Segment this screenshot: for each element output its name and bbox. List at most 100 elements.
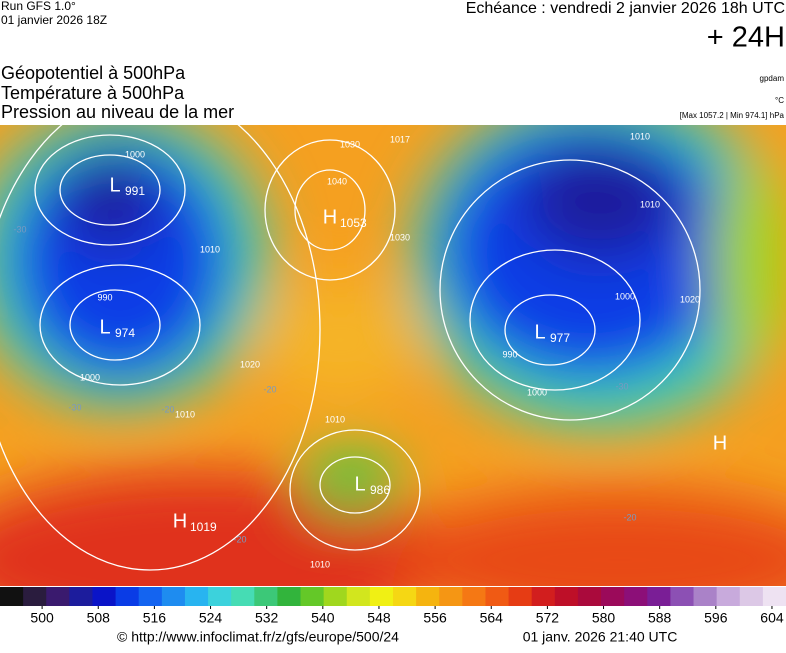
colorbar-cell (439, 587, 463, 606)
colorbar-label: 532 (255, 610, 279, 626)
unit: gpdam (760, 74, 785, 83)
colorbar-cell (323, 587, 348, 606)
temp-label: -20 (233, 534, 246, 544)
run-date: 01 janvier 2026 18Z (1, 13, 107, 27)
temp-label: -30 (13, 224, 26, 234)
isobar-label: 1000 (615, 291, 635, 301)
colorbar-label: 556 (423, 610, 447, 626)
colorbar-label: 524 (199, 610, 223, 626)
isobar-label: 990 (502, 349, 517, 359)
field: Température à 500hPa (1, 83, 185, 103)
isobar-label: 1017 (390, 134, 410, 144)
isobar-label: 990 (97, 292, 112, 302)
unit: °C (775, 96, 784, 105)
center-symbol: H (173, 510, 187, 532)
colorbar-cell (0, 587, 24, 606)
temp-label: -20 (623, 512, 636, 522)
colorbar-cell (369, 587, 394, 606)
colorbar-cell (577, 587, 602, 606)
center-pressure: 986 (370, 483, 390, 497)
colorbar-cell (739, 587, 764, 606)
colorbar-cell (92, 587, 117, 606)
isobar-label: 1010 (325, 414, 345, 424)
center-symbol: L (354, 473, 365, 495)
colorbar-label: 508 (87, 610, 111, 626)
colorbar-cell (254, 587, 278, 606)
colorbar-cell (23, 587, 47, 606)
colorbar-cell (115, 587, 140, 606)
colorbar-cell (393, 587, 417, 606)
isobar-label: 1030 (340, 139, 360, 149)
field: Géopotentiel à 500hPa (1, 63, 186, 83)
isobar-label: 1040 (327, 176, 347, 186)
colorbar-cell (231, 587, 255, 606)
temp-label: -20 (263, 384, 276, 394)
isobar-label: 1010 (640, 199, 660, 209)
colorbar-cell (624, 587, 648, 606)
isobar-label: 1000 (125, 149, 145, 159)
colorbar-cell (762, 587, 786, 606)
colorbar-label: 500 (30, 610, 54, 626)
colorbar-cell (46, 587, 70, 606)
footer-date: 01 janv. 2026 21:40 UTC (523, 629, 678, 645)
map (0, 125, 786, 586)
colorbar-label: 540 (311, 610, 335, 626)
colorbar-cell (554, 587, 579, 606)
isobar-label: 1030 (390, 232, 410, 242)
center-pressure: 977 (550, 331, 570, 345)
colorbar-cell (161, 587, 186, 606)
colorbar-cell (647, 587, 671, 606)
colorbar-cell (462, 587, 486, 606)
colorbar-cell (300, 587, 325, 606)
center-pressure: 1053 (340, 216, 367, 230)
colorbar-label: 564 (480, 610, 504, 626)
isobar-label: 1010 (200, 244, 220, 254)
lead-time: + 24H (707, 22, 785, 54)
colorbar-cell (485, 587, 510, 606)
center-pressure: 1019 (190, 520, 217, 534)
center-pressure: 991 (125, 184, 145, 198)
center-symbol: H (323, 206, 337, 228)
colorbar-label: 604 (760, 610, 784, 626)
isobar-label: 1010 (630, 131, 650, 141)
isobar-label: 1000 (80, 372, 100, 382)
center-pressure: 974 (115, 326, 135, 340)
center-symbol: L (109, 174, 120, 196)
footer-url: © http://www.infoclimat.fr/z/gfs/europe/… (117, 629, 399, 645)
colorbar-cell (277, 587, 302, 606)
temp-label: -30 (68, 402, 81, 412)
colorbar-label: 580 (592, 610, 616, 626)
isobar-label: 1020 (240, 359, 260, 369)
colorbar-label: 516 (143, 610, 167, 626)
colorbar-cell (716, 587, 741, 606)
colorbar-label: 588 (648, 610, 672, 626)
center-symbol: L (534, 321, 545, 343)
temp-label: -30 (615, 381, 628, 391)
isobar-label: 1010 (310, 559, 330, 569)
colorbar-cell (69, 587, 93, 606)
colorbar-label: 596 (704, 610, 728, 626)
temp-label: -20 (161, 404, 174, 414)
center-symbol: L (99, 316, 110, 338)
colorbar-label: 572 (536, 610, 560, 626)
colorbar-cell (416, 587, 440, 606)
field: Pression au niveau de la mer (1, 102, 234, 122)
isobar-label: 1020 (680, 294, 700, 304)
run: Run GFS 1.0° (1, 0, 76, 13)
isobar-label: 1010 (175, 409, 195, 419)
colorbar-cell (346, 587, 371, 606)
colorbar-cell (670, 587, 695, 606)
center-symbol: H (713, 432, 727, 454)
colorbar-cell (208, 587, 232, 606)
valid-time: Echéance : vendredi 2 janvier 2026 18h U… (466, 0, 785, 17)
colorbar-cell (693, 587, 718, 606)
colorbar-cell (601, 587, 625, 606)
isobar-label: 1000 (527, 387, 547, 397)
colorbar-cell (184, 587, 209, 606)
colorbar-label: 548 (367, 610, 391, 626)
extremes: [Max 1057.2 | Min 974.1] hPa (680, 111, 785, 120)
colorbar-cell (531, 587, 556, 606)
colorbar-cell (508, 587, 533, 606)
colorbar-cell (138, 587, 163, 606)
